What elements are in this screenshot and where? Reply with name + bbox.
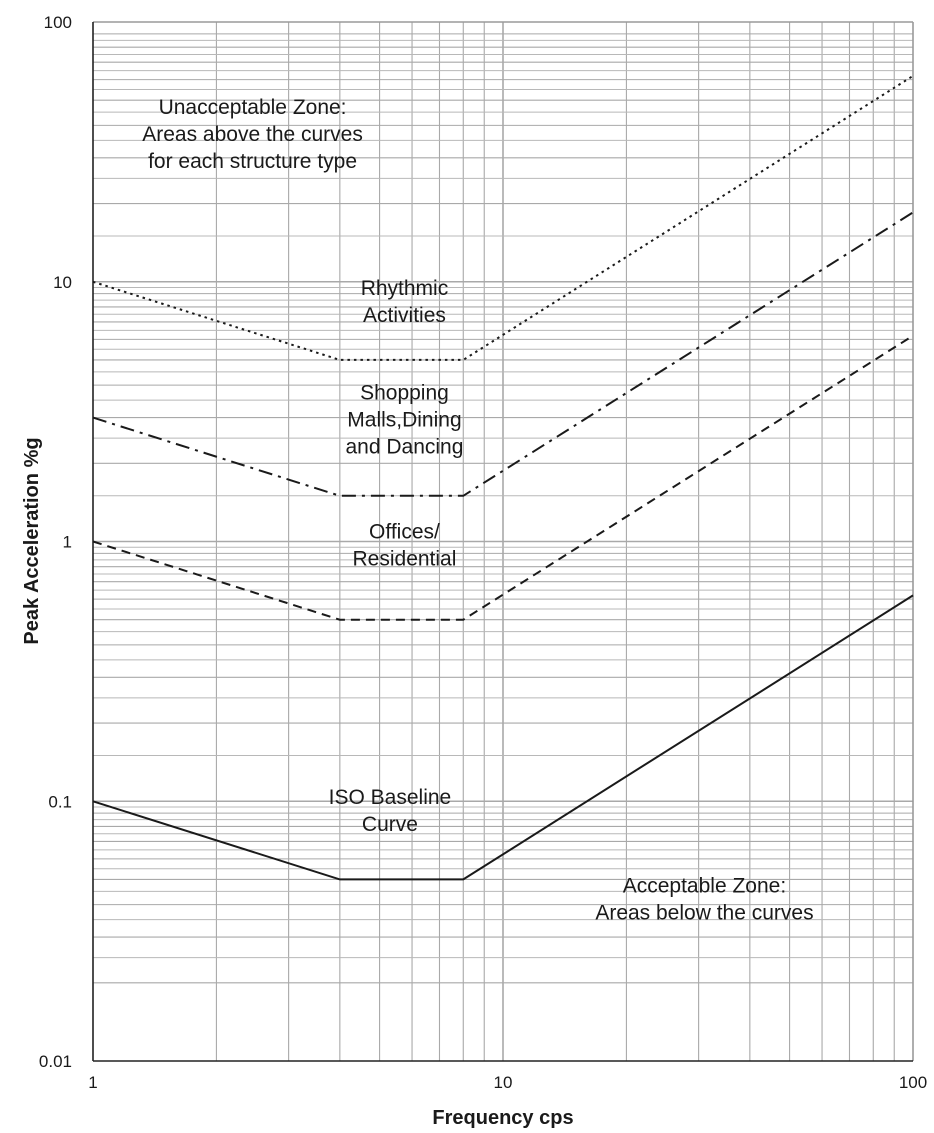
annotation-line: Residential [353,547,457,570]
annotations: Unacceptable Zone: Areas above the curves… [142,96,813,924]
annotation-line: Unacceptable Zone: [159,96,347,119]
series-layer [92,75,914,881]
y-tick-label: 1 [63,533,72,552]
y-tick-label: 10 [53,273,72,292]
y-tick-label: 0.01 [39,1052,72,1071]
annotation-line: Areas below the curves [595,902,813,925]
series-line-1 [92,211,914,497]
annotation-5: Acceptable Zone: Areas below the curves [595,875,813,925]
annotation-line: Curve [362,813,418,836]
series-line-3 [92,594,914,881]
annotation-1: Rhythmic Activities [361,277,449,327]
grid [92,21,914,1062]
annotation-line: and Dancing [346,435,464,458]
annotation-line: Areas above the curves [142,123,363,146]
series-line-0 [92,75,914,361]
annotation-line: Acceptable Zone: [623,875,786,898]
annotation-line: Offices/ [369,520,440,543]
annotation-line: ISO Baseline [329,786,452,809]
y-axis-title: Peak Acceleration %g [21,437,43,644]
annotation-line: Activities [363,304,446,327]
x-tick-label: 10 [494,1073,513,1092]
x-tick-label: 100 [899,1073,927,1092]
tick-labels: 1 10 100 0.01 0.1 1 10 100 [39,13,927,1092]
annotation-3: Offices/Residential [353,520,457,570]
annotation-line: for each structure type [148,150,357,173]
annotation-0: Unacceptable Zone: Areas above the curves… [142,96,363,173]
annotation-line: Shopping [360,381,449,404]
annotation-4: ISO Baseline Curve [329,786,452,836]
y-tick-label: 100 [44,13,72,32]
annotation-2: Shopping Malls,Dining and Dancing [346,381,464,458]
annotation-line: Rhythmic [361,277,449,300]
x-tick-label: 1 [88,1073,97,1092]
y-tick-label: 0.1 [48,792,72,811]
x-axis-title: Frequency cps [432,1107,573,1129]
series-line-2 [92,334,914,621]
annotation-line: Malls,Dining [347,408,461,431]
